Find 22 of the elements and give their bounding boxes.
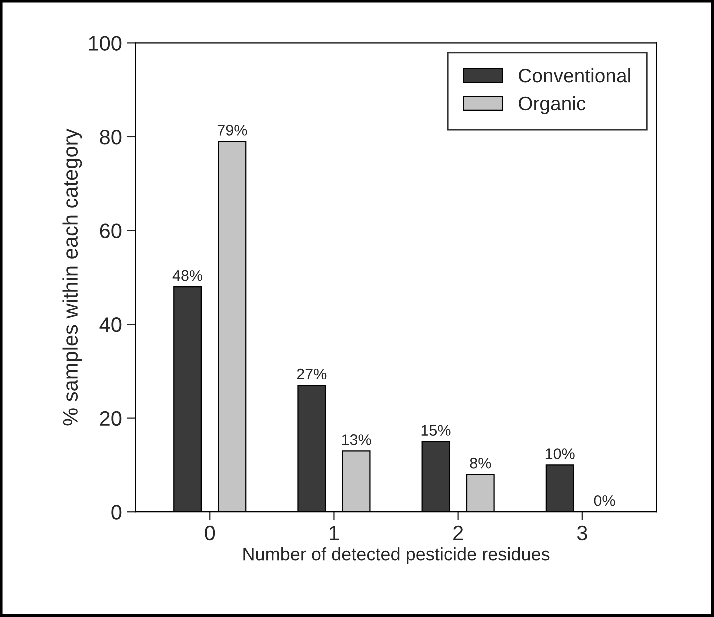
data-label: 0% xyxy=(594,495,616,506)
legend-label: Organic xyxy=(519,96,586,114)
x-tick-label: 0 xyxy=(205,526,216,541)
y-tick-label: 20 xyxy=(100,411,122,426)
x-tick-label: 2 xyxy=(454,526,464,540)
y-tick-label: 100 xyxy=(89,36,122,51)
y-tick-label: 80 xyxy=(100,130,122,145)
y-tick-label: 40 xyxy=(100,318,122,332)
data-label: 10% xyxy=(546,448,575,460)
data-label: 48% xyxy=(172,270,203,282)
data-label: 79% xyxy=(218,125,248,136)
x-tick-label: 3 xyxy=(577,526,588,541)
x-axis-title: Number of detected pesticide residues xyxy=(244,548,550,564)
data-label: 15% xyxy=(422,425,451,436)
x-tick-label: 1 xyxy=(330,526,339,540)
data-label: 13% xyxy=(342,434,372,446)
y-tick-label: 60 xyxy=(100,224,122,239)
data-label: 8% xyxy=(470,458,492,469)
data-label: 27% xyxy=(297,368,327,380)
legend-label: Conventional xyxy=(519,68,630,83)
y-axis-title: % samples within each category xyxy=(62,128,82,426)
y-tick-label: 0 xyxy=(112,505,122,520)
